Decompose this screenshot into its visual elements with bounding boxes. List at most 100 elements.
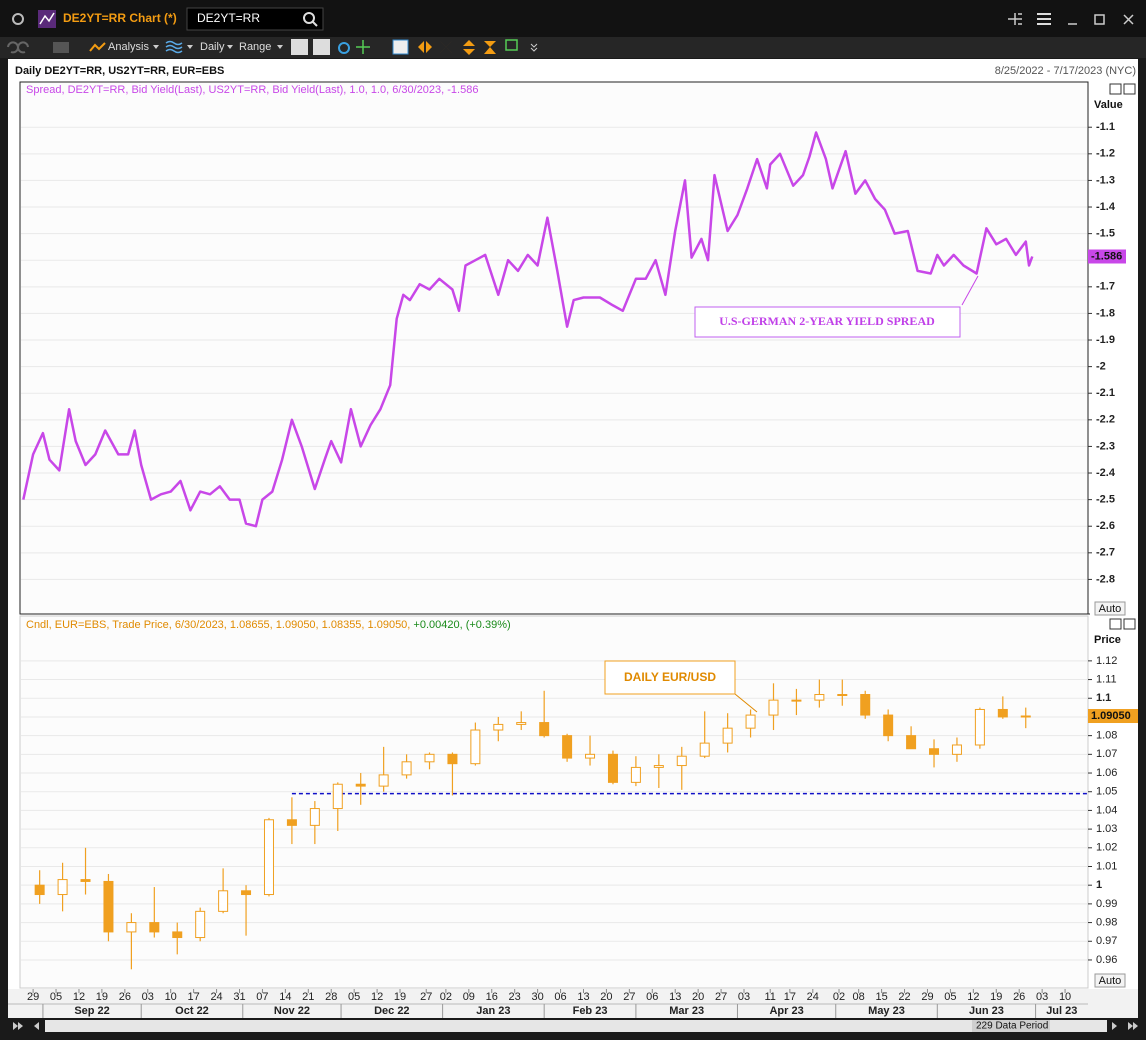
price-axis-title: Price [1094,634,1121,646]
header-period: 8/25/2022 - 7/17/2023 (NYC) [995,65,1136,77]
candle-body [906,735,917,750]
dropdown-arrow [227,45,233,49]
candle-body [585,753,596,759]
scrollbar[interactable] [45,1020,1107,1032]
panel-close[interactable] [1123,618,1136,630]
y-tick-label: -2.6 [1096,520,1115,532]
panel-close[interactable] [1123,83,1136,95]
select-button[interactable] [505,39,518,51]
zoom-button[interactable] [392,39,409,55]
up-button[interactable] [463,40,475,46]
y-tick-label: 0.99 [1096,898,1117,910]
scroll-forward[interactable] [1112,1022,1117,1030]
x-tick-label: 26 [119,991,131,1003]
more-button[interactable] [530,43,538,52]
line-chart-button[interactable] [291,39,308,55]
scroll-left[interactable] [418,41,424,53]
x-tick-label: 24 [210,991,222,1003]
candle-body [263,819,274,896]
x-tick-label: 19 [990,991,1002,1003]
spread-legend: Spread, DE2YT=RR, Bid Yield(Last), US2YT… [26,84,478,96]
candle-body [997,708,1008,718]
dropdown-arrow [277,45,283,49]
y-tick-label: 0.96 [1096,954,1117,966]
annotate-button[interactable] [338,42,350,54]
search-text[interactable]: DE2YT=RR [197,11,260,25]
analysis-menu[interactable]: Analysis [108,41,149,53]
spread-line [22,131,1034,528]
maximize-button[interactable] [1094,14,1105,25]
price-legend: Cndl, EUR=EBS, Trade Price, 6/30/2023, 1… [26,619,511,631]
x-tick-label: 15 [875,991,887,1003]
interval-menu[interactable]: Daily [200,41,225,53]
last-value-label: -1.586 [1091,250,1122,262]
month-label: Mar 23 [669,1005,704,1017]
search-box[interactable] [186,7,324,31]
search-icon[interactable] [303,12,315,24]
annotation-text: U.S-GERMAN 2-YEAR YIELD SPREAD [719,314,935,328]
x-tick-label: 29 [921,991,933,1003]
auto-scale-label[interactable]: Auto [1099,603,1122,615]
month-label: Nov 22 [274,1005,310,1017]
scroll-right[interactable] [426,41,432,53]
y-tick-label: 1.11 [1096,673,1117,685]
y-tick-label: -1.7 [1096,281,1115,293]
scroll-start[interactable] [13,1022,23,1030]
candle-body [837,694,848,697]
y-tick-label: -2.3 [1096,440,1115,452]
crosshair-button[interactable] [356,40,370,54]
y-tick-label: 1.07 [1096,748,1117,760]
x-tick-label: 05 [50,991,62,1003]
scroll-thumb[interactable] [972,1020,1050,1032]
candle-body [149,922,160,933]
link-icon[interactable] [12,13,24,25]
x-tick-label: 27 [623,991,635,1003]
plot-layer [21,660,1088,970]
y-tick-label: 1.1 [1096,692,1111,704]
fit-button[interactable] [440,41,452,53]
x-tick-label: 05 [944,991,956,1003]
candle-body [103,880,114,933]
y-tick-label: -2.5 [1096,494,1115,506]
scroll-end[interactable] [1128,1022,1138,1030]
studies-icon[interactable] [165,40,183,54]
data-period: 229 Data Period [976,1021,1048,1032]
y-tick-label: -1.4 [1096,201,1116,213]
x-tick-label: 13 [577,991,589,1003]
down-button[interactable] [463,49,475,55]
toolbar [0,37,1146,58]
folder-icon[interactable] [53,42,69,53]
range-menu[interactable]: Range [239,41,271,53]
spread-plot [19,81,1089,615]
panel-restore[interactable] [1109,618,1122,630]
x-tick-label: 20 [692,991,704,1003]
annotation-leader [734,693,758,713]
x-tick-label: 21 [302,991,314,1003]
last-price-label: 1.09050 [1091,710,1131,722]
x-tick-label: 17 [188,991,200,1003]
x-tick-label: 14 [279,991,291,1003]
close-button[interactable] [1123,14,1134,25]
panel-restore[interactable] [1109,83,1122,95]
last-value-box [1088,249,1126,264]
layout-icon[interactable] [1008,13,1022,25]
auto-scale-button[interactable] [1094,601,1126,616]
x-tick-label: 27 [420,991,432,1003]
price-legend-values: Cndl, EUR=EBS, Trade Price, 6/30/2023, 1… [26,619,413,631]
undo-redo[interactable] [7,41,29,54]
candle-body [699,742,710,757]
auto-scale-label[interactable]: Auto [1099,975,1122,987]
header-instruments: Daily DE2YT=RR, US2YT=RR, EUR=EBS [15,65,224,77]
scroll-back[interactable] [34,1022,39,1030]
candle-body [768,699,779,716]
y-tick-label: -2.8 [1096,573,1115,585]
menu-icon[interactable] [1037,13,1051,25]
value-axis-title: Value [1094,99,1123,111]
compare-button[interactable] [313,39,330,55]
x-tick-label: 24 [807,991,819,1003]
candle-body [814,694,825,701]
auto-scale-button[interactable] [1094,973,1126,988]
squeeze-button[interactable] [484,41,496,54]
y-tick-label: 1.04 [1096,804,1117,816]
